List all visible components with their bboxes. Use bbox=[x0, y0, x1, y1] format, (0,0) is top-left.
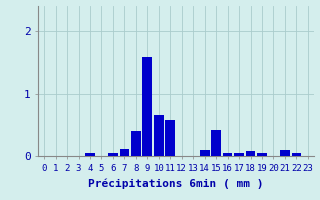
Bar bbox=[131, 131, 141, 156]
Bar bbox=[85, 153, 95, 156]
Bar bbox=[246, 151, 255, 156]
Bar bbox=[223, 153, 232, 156]
Bar bbox=[165, 120, 175, 156]
Bar bbox=[211, 130, 221, 156]
Bar bbox=[292, 153, 301, 156]
Bar bbox=[200, 150, 210, 156]
Bar bbox=[234, 153, 244, 156]
Bar bbox=[142, 57, 152, 156]
X-axis label: Précipitations 6min ( mm ): Précipitations 6min ( mm ) bbox=[88, 178, 264, 189]
Bar bbox=[154, 115, 164, 156]
Bar bbox=[120, 148, 129, 156]
Bar bbox=[280, 150, 290, 156]
Bar bbox=[108, 153, 118, 156]
Bar bbox=[257, 153, 267, 156]
